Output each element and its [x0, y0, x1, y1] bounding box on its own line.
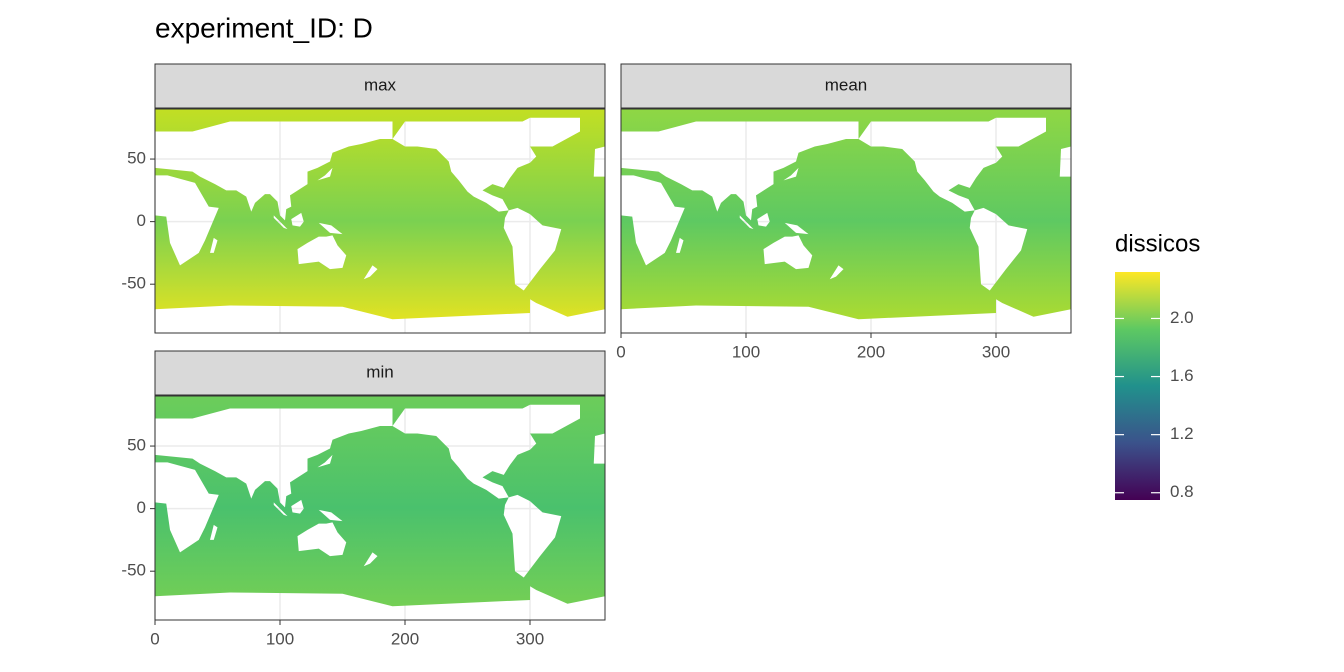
y-tick-label: -50 [121, 274, 146, 293]
x-tick-label: 0 [616, 342, 625, 361]
facet-strip [154, 350, 606, 396]
facet-label: mean [825, 75, 868, 94]
panel-border [154, 108, 606, 334]
legend-tick-label: 2.0 [1170, 308, 1194, 327]
y-tick-label: -50 [121, 561, 146, 580]
x-tick-label: 100 [266, 629, 294, 648]
facet-strip [620, 63, 1072, 109]
ocean-field [155, 109, 605, 333]
x-tick-label: 300 [516, 629, 544, 648]
facet-label: min [366, 362, 393, 381]
legend-tick-label: 0.8 [1170, 482, 1194, 501]
facet-label: max [364, 75, 397, 94]
y-tick-label: 0 [137, 498, 146, 517]
legend-tick-label: 1.2 [1170, 424, 1194, 443]
x-tick-label: 200 [391, 629, 419, 648]
x-tick-label: 0 [150, 629, 159, 648]
facet-strip [154, 63, 606, 109]
x-tick-label: 200 [857, 342, 885, 361]
ocean-field [155, 396, 605, 620]
y-tick-label: 50 [127, 149, 146, 168]
y-tick-label: 50 [127, 436, 146, 455]
panel-border [620, 108, 1072, 334]
y-tick-label: 0 [137, 211, 146, 230]
colorbar [1115, 272, 1160, 500]
ocean-field [621, 109, 1071, 333]
chart-title: experiment_ID: D [155, 12, 373, 43]
x-tick-label: 100 [732, 342, 760, 361]
x-tick-label: 300 [982, 342, 1010, 361]
legend-title: dissicos [1115, 230, 1200, 257]
legend-tick-label: 1.6 [1170, 366, 1194, 385]
panel-border [154, 395, 606, 621]
